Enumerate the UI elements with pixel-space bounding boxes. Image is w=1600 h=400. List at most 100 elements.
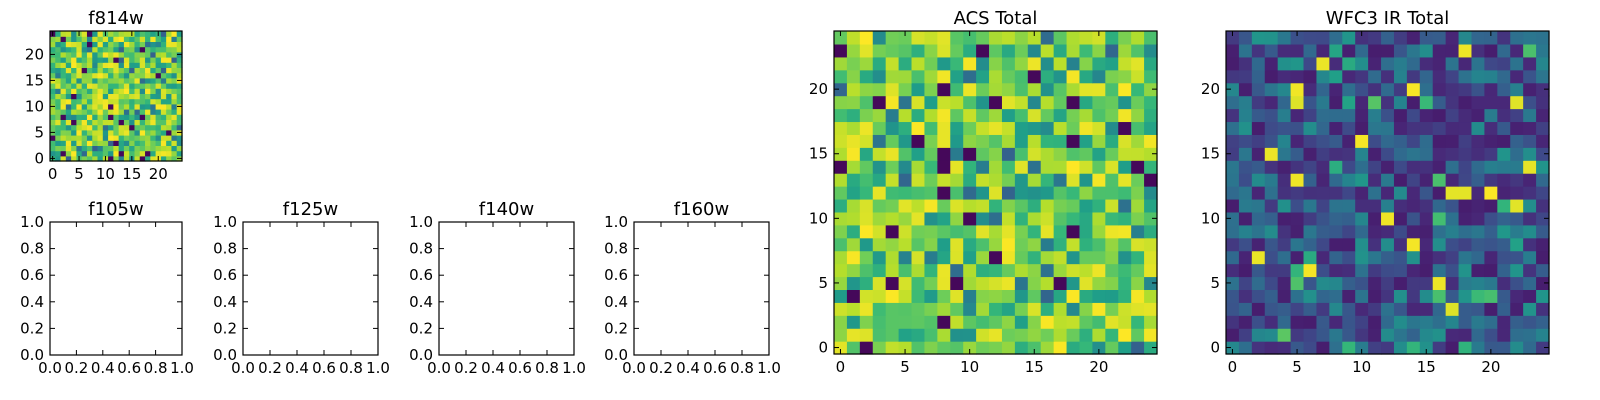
heatmap-cell [1432,56,1447,71]
heatmap-cell [97,46,104,53]
heatmap-cell [1329,147,1343,161]
heatmap-cell [1264,160,1279,174]
heatmap-cell [150,77,157,84]
heatmap-cell [123,155,130,162]
heatmap-cell [1066,263,1081,278]
y-tick-label: 5 [818,274,828,292]
heatmap-cell [911,328,926,342]
heatmap-cell [76,150,83,157]
heatmap-cell [834,147,848,161]
heatmap-cell [1014,250,1029,265]
x-tick-label: 10 [96,165,115,183]
heatmap-cell [1226,250,1240,265]
heatmap-cell [118,155,125,162]
heatmap-cell [924,108,938,123]
heatmap-cell [1510,69,1524,84]
heatmap-cell [846,276,861,290]
heatmap-cell [1536,276,1550,290]
heatmap-cell [71,72,77,79]
heatmap-cell [71,124,77,131]
heatmap-cell [1471,224,1485,239]
heatmap-cell [1014,198,1029,213]
heatmap-cell [1014,263,1029,278]
heatmap-cell [86,103,93,110]
heatmap-cell [1471,134,1485,148]
heatmap-cell [1238,263,1253,278]
heatmap-cell [86,46,93,53]
heatmap-cell [924,250,938,265]
heatmap-cell [155,140,162,146]
heatmap-cell [1329,250,1343,265]
heatmap-cell [1144,56,1158,71]
heatmap-cell [1303,224,1318,239]
heatmap-cell [97,83,104,89]
heatmap-cell [97,77,104,84]
heatmap-cell [1092,173,1106,187]
heatmap-cell [92,129,99,136]
heatmap-cell [1419,315,1434,329]
heatmap-cell [1355,160,1369,174]
heatmap-cell [963,147,977,161]
heatmap-cell [1536,328,1550,342]
heatmap-cell [50,67,56,74]
heatmap-cell [139,77,146,84]
heatmap-cell [1105,186,1119,200]
heatmap-cell [81,72,88,79]
heatmap-cell [989,198,1003,213]
heatmap-cell [937,56,951,71]
heatmap-cell [846,82,861,97]
heatmap-cell [1419,43,1434,58]
heatmap-cell [1484,173,1498,187]
heatmap-cell [1105,250,1119,265]
heatmap-cell [1381,263,1395,278]
heatmap-cell [60,150,67,157]
heatmap-cell [1264,211,1279,226]
heatmap-cell [1079,302,1093,316]
heatmap-cell [834,173,848,187]
heatmap-cell [1118,237,1132,252]
heatmap-cell [1393,302,1408,316]
heatmap-cell [1445,108,1460,123]
heatmap-cell [92,46,99,53]
heatmap-cell [1251,250,1266,265]
heatmap-cell [176,93,183,100]
heatmap-cell [1368,56,1382,71]
heatmap-cell [963,186,977,200]
heatmap-cell [1251,276,1266,290]
heatmap-cell [1458,224,1473,239]
heatmap-cell [134,46,141,53]
heatmap-cell [1053,211,1068,226]
heatmap-cell [92,62,99,68]
heatmap-cell [81,46,88,53]
heatmap-cell [859,276,874,290]
heatmap-cell [1027,224,1042,239]
heatmap-cell [1092,160,1106,174]
heatmap-cell [1118,328,1132,342]
heatmap-cell [113,62,120,68]
x-tick-label: 10 [960,358,979,376]
heatmap-cell [1066,315,1081,329]
heatmap-cell [166,119,173,126]
heatmap-cell [1014,315,1029,329]
heatmap-cell [1368,186,1382,200]
heatmap-cell [1251,341,1266,355]
heatmap-cell [60,98,67,105]
heatmap-cell [134,119,141,126]
heatmap-cell [1027,69,1042,84]
heatmap-cell [898,315,913,329]
heatmap-cell [166,36,173,42]
heatmap-cell [1014,134,1029,148]
heatmap-cell [1355,341,1369,355]
heatmap-cell [166,135,173,141]
heatmap-cell [1458,186,1473,200]
heatmap-cell [118,109,125,115]
x-tick-label: 15 [1025,358,1044,376]
heatmap-cell [1118,160,1132,174]
x-tick-label: 5 [900,358,910,376]
heatmap-cell [55,72,62,79]
heatmap-cell [1536,82,1550,97]
x-tick-label: 5 [1292,358,1302,376]
heatmap-cell [123,77,130,84]
heatmap-cell [1355,211,1369,226]
heatmap-cell [1368,43,1382,58]
